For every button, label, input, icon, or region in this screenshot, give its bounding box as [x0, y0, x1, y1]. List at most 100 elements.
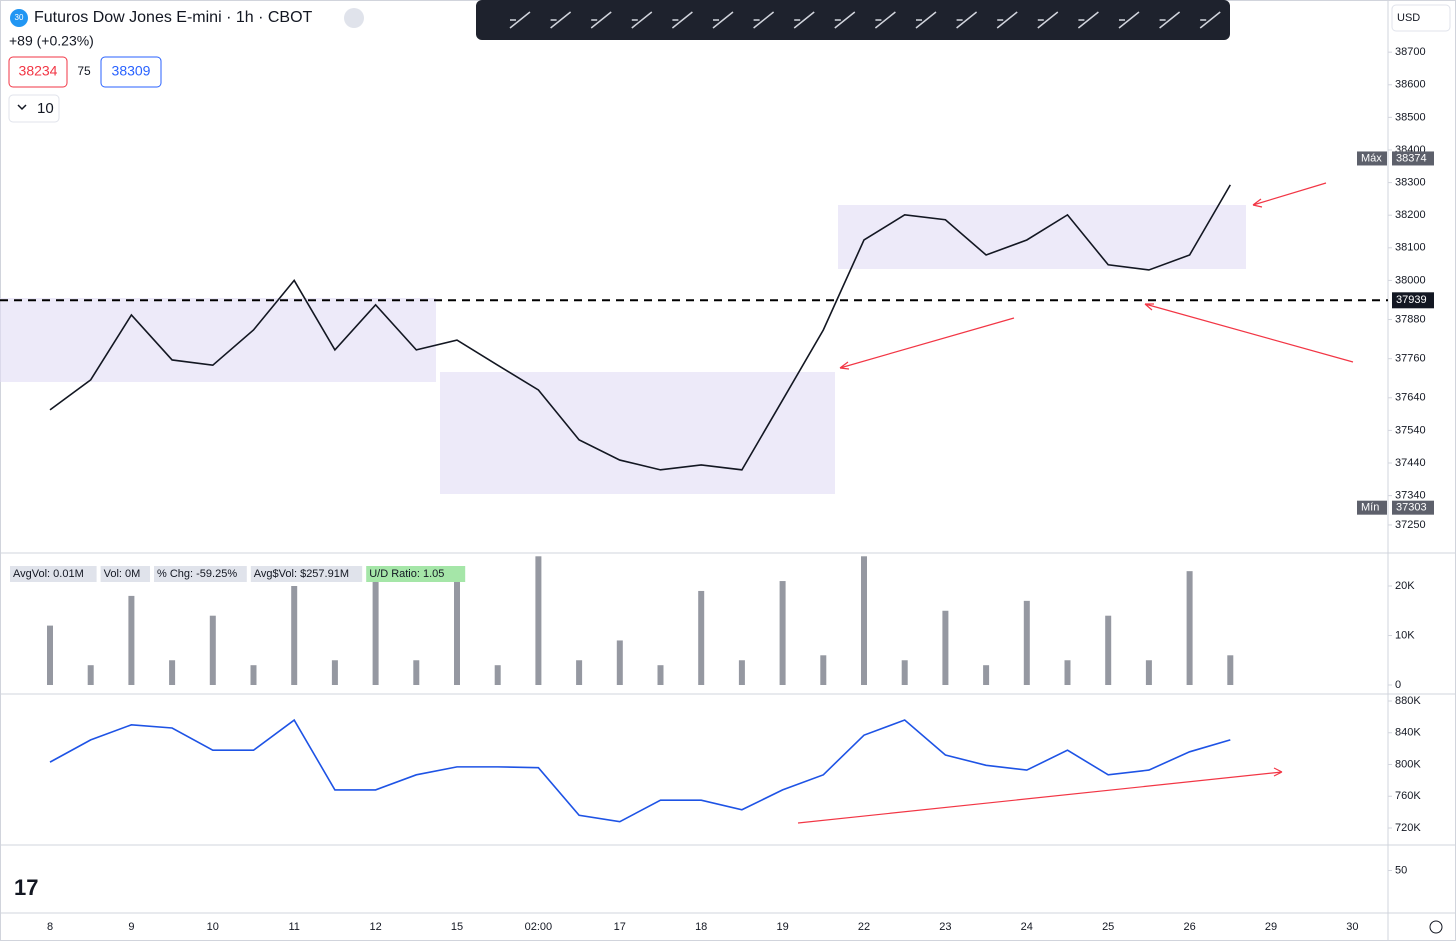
- spread: 75: [77, 64, 91, 78]
- badge-label-box: [1357, 500, 1387, 515]
- y-tick-label: 20K: [1395, 580, 1415, 592]
- tool-icon: [915, 11, 937, 29]
- volume-bar: [779, 581, 786, 686]
- tool-icon: [590, 11, 612, 29]
- volume-bar: [942, 610, 949, 686]
- stat-box: [100, 566, 150, 582]
- tool-icon: [753, 11, 775, 29]
- y-tick-label: 840K: [1395, 727, 1421, 739]
- volume-bar: [169, 660, 176, 686]
- price-change: +89 (+0.23%): [9, 33, 94, 49]
- tool-icon: [956, 11, 978, 29]
- x-tick-label: 24: [1021, 921, 1033, 933]
- currency: USD: [1397, 12, 1420, 24]
- stat-label: Vol: 0M: [104, 568, 141, 580]
- badge-label: Mín: [1361, 502, 1379, 514]
- y-tick-label: 10K: [1395, 629, 1415, 641]
- badge-label-box: [1357, 151, 1387, 166]
- tool-icon: [509, 11, 531, 29]
- series-line: [49, 184, 1231, 471]
- volume-bar: [128, 595, 135, 686]
- y-tick-label: 760K: [1395, 790, 1421, 802]
- y-tick-label: 38600: [1395, 79, 1426, 91]
- y-tick-label: 38300: [1395, 177, 1426, 189]
- toggle[interactable]: [344, 8, 364, 28]
- series-line: [49, 718, 1231, 823]
- volume-bar: [983, 665, 990, 686]
- drawing-toolbar: [476, 0, 1230, 40]
- bid: 38234: [19, 63, 58, 79]
- y-tick-label: 37640: [1395, 392, 1426, 404]
- volume-bar: [47, 625, 53, 686]
- tool-icon: [1077, 11, 1099, 29]
- last-price-badge: [1392, 292, 1434, 309]
- tool-icon: [1159, 11, 1181, 29]
- value-area: [838, 205, 1246, 269]
- volume-bar: [576, 660, 583, 686]
- ask: 38309: [112, 63, 151, 79]
- stat-label: AvgVol: 0.01M: [13, 568, 84, 580]
- tool-icon: [631, 11, 653, 29]
- y-tick-label: 38100: [1395, 242, 1426, 254]
- x-tick-label: 15: [451, 921, 463, 933]
- annotations: [797, 182, 1354, 824]
- volume-bar: [413, 660, 420, 686]
- volume-bar: [616, 640, 623, 686]
- tool-icon: [1199, 11, 1221, 29]
- symbol-logo: [10, 9, 28, 27]
- currency-button[interactable]: [1391, 4, 1451, 32]
- bid-box[interactable]: [8, 56, 68, 88]
- price-badge-value: 37303: [1396, 502, 1427, 514]
- volume-bar: [861, 556, 867, 686]
- volume-bar: [87, 665, 94, 686]
- badge-label: Máx: [1361, 152, 1382, 164]
- y-tick-label: 37440: [1395, 457, 1426, 469]
- volume-bar: [535, 556, 542, 686]
- indicator-toggle[interactable]: [8, 94, 60, 123]
- chevron: [17, 104, 27, 111]
- x-tick-label: 9: [128, 921, 134, 933]
- value-area: [0, 298, 436, 382]
- tool-icon: [996, 11, 1018, 29]
- x-tick-label: 25: [1102, 921, 1114, 933]
- y-tick-label: 880K: [1395, 695, 1421, 707]
- y-tick-label: 37880: [1395, 313, 1426, 325]
- tool-icon: [1037, 11, 1059, 29]
- stat-label: % Chg: -59.25%: [157, 568, 237, 580]
- price-badge-value: 38374: [1396, 152, 1427, 164]
- x-tick-label: 30: [1346, 921, 1358, 933]
- settings-icon[interactable]: [1429, 920, 1443, 934]
- volume-bar: [494, 665, 501, 686]
- volume-bar: [1105, 615, 1112, 686]
- last-price: 37939: [1396, 294, 1427, 306]
- volume-bar: [372, 566, 379, 686]
- volume-bar: [291, 586, 298, 686]
- y-tick-label: 800K: [1395, 758, 1421, 770]
- x-tick-label: 29: [1265, 921, 1277, 933]
- y-tick-label: 50: [1395, 864, 1407, 876]
- y-tick-label: 37340: [1395, 490, 1426, 502]
- y-tick-label: 38000: [1395, 274, 1426, 286]
- x-tick-label: 10: [207, 921, 219, 933]
- x-tick-label: 18: [695, 921, 707, 933]
- symbol-title[interactable]: Futuros Dow Jones E-mini · 1h · CBOT: [34, 9, 313, 26]
- stat-box: [10, 566, 97, 582]
- x-tick-label: 23: [939, 921, 951, 933]
- volume-bar: [250, 665, 257, 686]
- volume-bar: [698, 590, 705, 686]
- volume-bar: [331, 660, 338, 686]
- tool-icon: [1118, 11, 1140, 29]
- toolbar-icons: [509, 11, 1221, 29]
- tool-icon: [671, 11, 693, 29]
- price-badge: [1392, 151, 1434, 166]
- volume-bar: [657, 665, 664, 686]
- x-tick-label: 8: [47, 921, 53, 933]
- y-tick-label: 37250: [1395, 519, 1426, 531]
- y-tick-label: 0: [1395, 679, 1401, 691]
- ask-box[interactable]: [100, 56, 162, 88]
- volume-bar: [209, 615, 216, 686]
- y-tick-label: 37540: [1395, 424, 1426, 436]
- stat-box: [154, 566, 247, 582]
